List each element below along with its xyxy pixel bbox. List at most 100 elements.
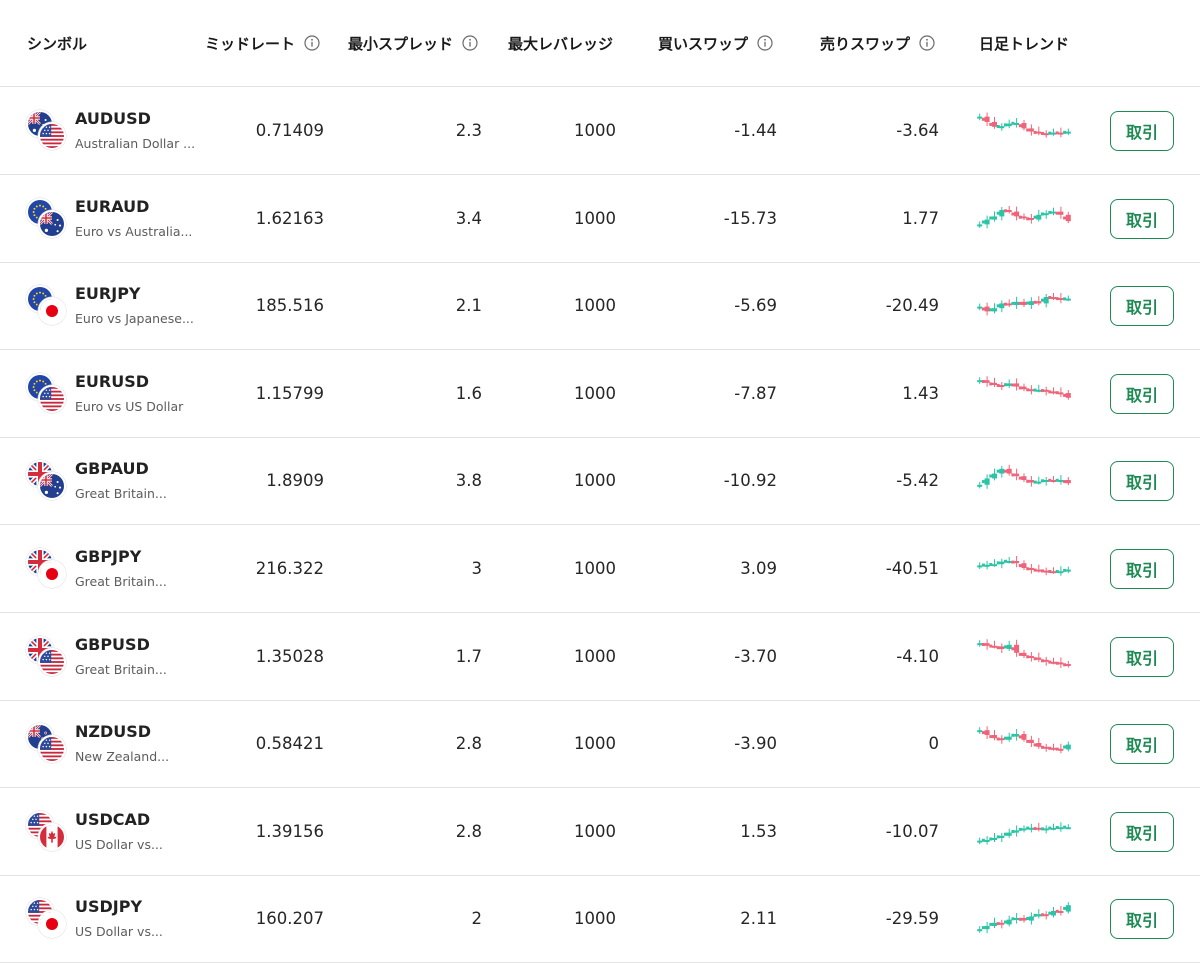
candle-body [1018, 735, 1022, 739]
header-mid-rate[interactable]: ミッドレート [205, 0, 320, 86]
trade-button[interactable]: 取引 [1110, 198, 1174, 239]
table-row[interactable]: GBPUSD Great Britain... 1.35028 1.7 1000 -3.7… [0, 613, 1200, 701]
candle-body [1055, 661, 1059, 665]
candle-body [1063, 907, 1067, 911]
candle-body [1026, 128, 1030, 132]
max-leverage-value: 1000 [574, 296, 616, 316]
candle-body [1011, 302, 1015, 306]
candle-body [1004, 920, 1007, 924]
candle-body [1063, 480, 1067, 484]
candle-body [1065, 826, 1071, 829]
currency-pair-flags [26, 635, 68, 678]
candle-body [1051, 747, 1056, 750]
info-icon[interactable] [304, 35, 320, 51]
candle-body [1028, 827, 1034, 830]
quote-currency-flag-icon [38, 910, 66, 939]
candle-body [1028, 568, 1034, 570]
trade-button[interactable]: 取引 [1110, 111, 1174, 151]
candle-body [1028, 128, 1034, 132]
table-row[interactable]: USDJPY US Dollar vs... 160.207 2 1000 2.11 -29… [0, 875, 1200, 963]
candle-body [1041, 479, 1044, 483]
max-leverage-value: 1000 [574, 909, 616, 929]
candle-body [1018, 564, 1022, 568]
candle-body [984, 478, 990, 486]
table-row[interactable]: EURUSD Euro vs US Dollar 1.15799 1.6 1000 -7.… [0, 350, 1200, 438]
symbol-code[interactable]: AUDUSD [75, 109, 151, 128]
table-row[interactable]: EURAUD Euro vs Australia... 1.62163 3.4 1000… [0, 175, 1200, 263]
trade-button[interactable]: 取引 [1110, 549, 1174, 589]
symbol-description: Great Britain... [75, 574, 167, 589]
candle-body [1033, 743, 1037, 747]
header-symbol[interactable]: シンボル [27, 34, 88, 53]
candle-body [984, 379, 990, 383]
candle-body [1041, 212, 1044, 216]
symbol-code[interactable]: USDCAD [75, 809, 151, 829]
candle-body [1048, 826, 1052, 830]
daily-trend-sparkline [977, 112, 1071, 138]
candle-body [1036, 743, 1042, 747]
daily-trend-sparkline [977, 465, 1071, 490]
candle-body [989, 837, 993, 841]
candle-body [1018, 124, 1022, 128]
candle-body [1051, 211, 1056, 214]
candle-body [1065, 131, 1071, 134]
symbol-code[interactable]: EURUSD [75, 371, 150, 391]
symbol-description: US Dollar vs... [75, 836, 163, 852]
table-row[interactable]: GBPJPY Great Britain... 216.322 3 1000 3.09 -4… [0, 525, 1200, 613]
trade-button[interactable]: 取引 [1110, 286, 1174, 327]
currency-pair-flags [26, 460, 68, 502]
trade-button[interactable]: 取引 [1110, 461, 1174, 502]
candle-body [1058, 211, 1064, 215]
symbol-code[interactable]: GBPJPY [75, 547, 142, 566]
daily-trend-sparkline [977, 293, 1071, 316]
trade-button[interactable]: 取引 [1110, 724, 1174, 765]
candle-body [1006, 832, 1012, 836]
info-icon[interactable] [757, 35, 773, 51]
symbol-code[interactable]: EURAUD [75, 196, 150, 216]
header-max-leverage[interactable]: 最大レバレッジ [508, 34, 614, 53]
candle-body [1051, 132, 1056, 135]
table-row[interactable]: USDCAD US Dollar vs... 1.39156 2.8 1000 1.53 -… [0, 788, 1200, 876]
candle-body [1028, 739, 1034, 744]
candle-body [1028, 916, 1034, 921]
candle-body [999, 738, 1005, 741]
symbol-code[interactable]: USDJPY [75, 897, 143, 917]
trade-button[interactable]: 取引 [1110, 811, 1174, 852]
table-row[interactable]: EURJPY Euro vs Japanese... 185.516 2.1 1000 -… [0, 262, 1200, 351]
candle-body [977, 306, 983, 309]
table-row[interactable]: AUDUSD Australian Dollar ... 0.71409 2.3 100… [0, 87, 1200, 175]
trade-button[interactable]: 取引 [1110, 373, 1174, 414]
candle-body [1033, 656, 1037, 660]
header-sell-swap[interactable]: 売りスワップ [820, 0, 935, 86]
candle-body [1051, 571, 1056, 574]
table-row[interactable]: GBPAUD Great Britain... 1.8909 3.8 1000 -10.9… [0, 437, 1200, 526]
candle-body [1048, 912, 1052, 916]
table-row[interactable]: NZDUSD New Zealand... 0.58421 2.8 1000 -3.90 0… [0, 700, 1200, 789]
quote-currency-flag-icon [38, 297, 66, 326]
header-buy-swap[interactable]: 買いスワップ [658, 0, 773, 86]
candle-body [1006, 469, 1012, 474]
candle-body [1026, 826, 1030, 830]
symbol-code[interactable]: GBPAUD [75, 459, 149, 479]
info-icon[interactable] [919, 35, 935, 51]
candle-body [1004, 559, 1007, 563]
symbol-code[interactable]: NZDUSD [75, 722, 152, 742]
candle-body [1006, 644, 1012, 649]
sell-swap-value: -40.51 [885, 559, 939, 578]
candle-body [1058, 298, 1064, 301]
candle-body [1026, 388, 1030, 392]
candle-body [977, 730, 983, 733]
candle-body [999, 126, 1005, 129]
trade-button[interactable]: 取引 [1110, 636, 1174, 677]
candle-body [1004, 736, 1007, 740]
mid-rate-value: 216.322 [255, 559, 324, 578]
symbol-code[interactable]: EURJPY [75, 284, 141, 304]
header-min-spread[interactable]: 最小スプレッド [348, 0, 478, 86]
candle-body [1018, 652, 1022, 656]
symbol-code[interactable]: GBPUSD [75, 634, 150, 654]
buy-swap-value: 3.09 [740, 559, 777, 578]
candle-body [1014, 561, 1020, 564]
trade-button[interactable]: 取引 [1110, 899, 1174, 940]
header-daily-trend[interactable]: 日足トレンド [979, 34, 1070, 53]
info-icon[interactable] [462, 35, 478, 51]
